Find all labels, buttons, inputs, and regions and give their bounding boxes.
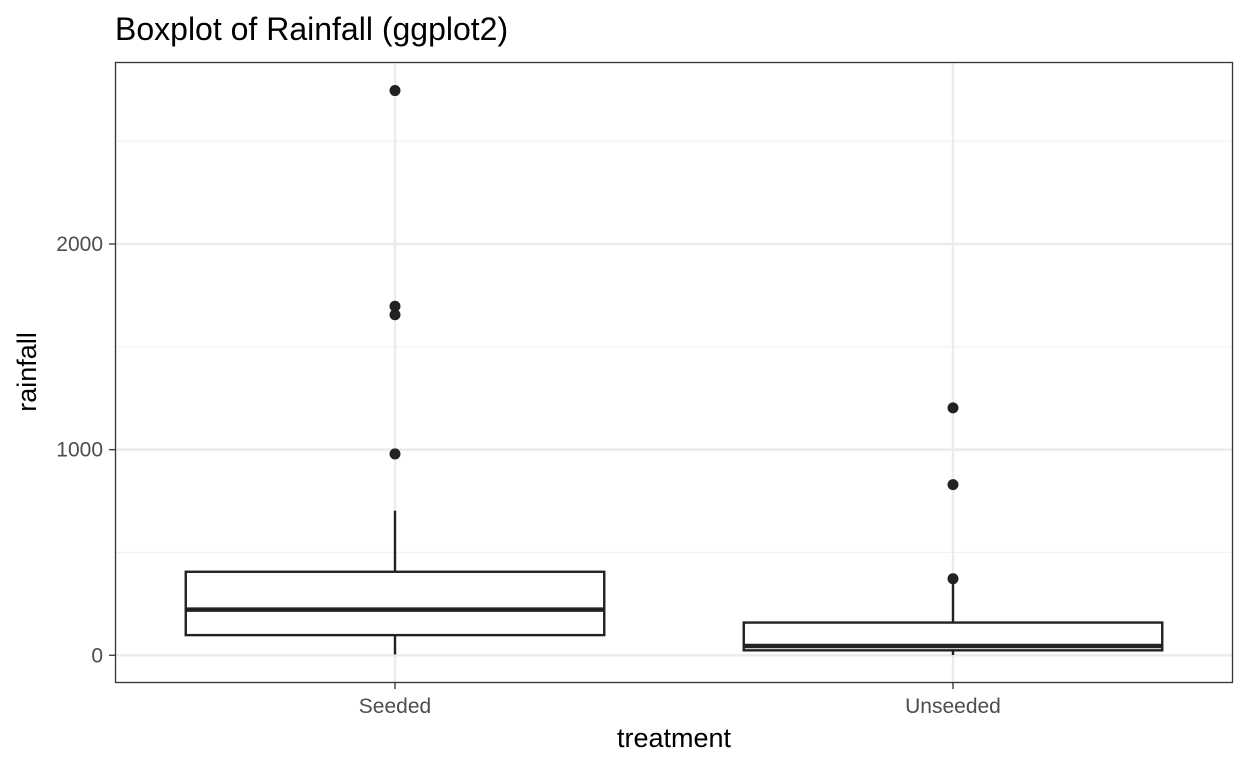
outlier-point bbox=[947, 573, 959, 585]
panel-border bbox=[114, 61, 1234, 684]
y-axis: 0 1000 2000 bbox=[56, 233, 116, 667]
outlier-point bbox=[389, 309, 401, 321]
box-unseeded bbox=[742, 402, 1164, 656]
y-tick-label: 0 bbox=[91, 644, 103, 667]
outlier-point bbox=[947, 402, 959, 414]
box-seeded bbox=[184, 85, 606, 655]
grid-lines bbox=[116, 63, 1232, 682]
iqr-box bbox=[184, 570, 606, 637]
y-tick-label: 1000 bbox=[56, 439, 103, 462]
x-axis: Seeded Unseeded bbox=[359, 682, 1001, 718]
chart-title: Boxplot of Rainfall (ggplot2) bbox=[115, 11, 508, 47]
x-tick-label: Seeded bbox=[359, 695, 431, 718]
outlier-point bbox=[389, 448, 401, 460]
outlier-point bbox=[947, 479, 959, 491]
boxes-layer bbox=[184, 85, 1164, 656]
x-axis-title: treatment bbox=[617, 723, 732, 753]
outlier-point bbox=[389, 300, 401, 312]
x-tick-label: Unseeded bbox=[905, 695, 1001, 718]
outlier-point bbox=[389, 85, 401, 97]
y-tick-label: 2000 bbox=[56, 233, 103, 256]
y-axis-title: rainfall bbox=[12, 332, 42, 412]
